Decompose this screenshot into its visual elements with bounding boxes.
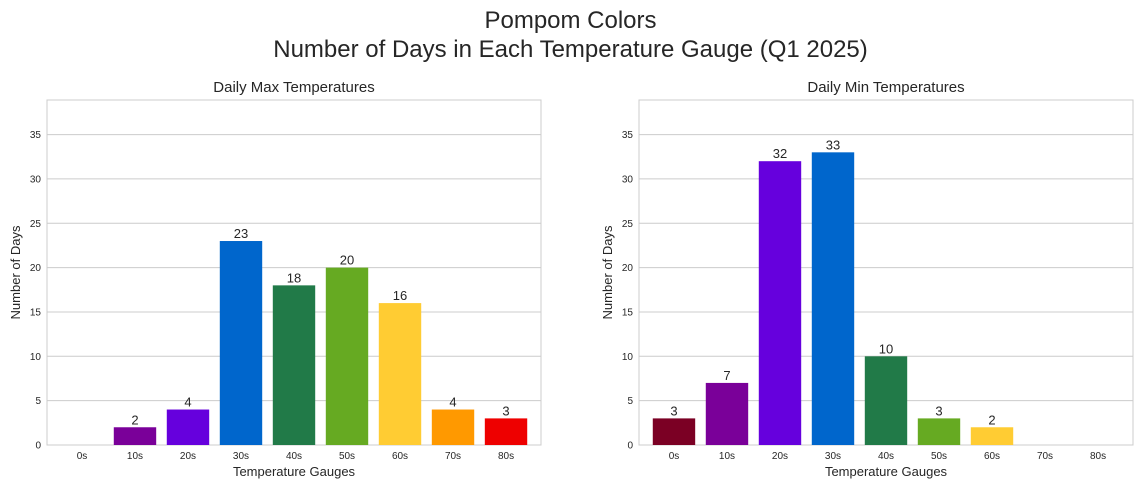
x-tick-label: 60s [392, 451, 408, 462]
bar-20s [758, 161, 802, 445]
x-tick-label: 70s [1037, 451, 1053, 462]
x-tick-label: 80s [498, 451, 514, 462]
bar-50s [917, 418, 961, 445]
bar-value-label: 10 [879, 341, 893, 356]
bar-60s [378, 303, 422, 445]
x-tick-label: 50s [339, 451, 355, 462]
chart-panel-2: 0510152025303530s710s3220s3330s1040s350s… [600, 79, 1134, 479]
bar-value-label: 4 [449, 395, 456, 410]
bar-10s [705, 382, 749, 445]
bar-value-label: 2 [131, 412, 138, 427]
figure-title-line-2: Number of Days in Each Temperature Gauge… [273, 36, 868, 63]
x-tick-label: 0s [77, 451, 88, 462]
bar-value-label: 33 [826, 137, 840, 152]
bar-value-label: 4 [184, 395, 191, 410]
x-tick-label: 30s [233, 451, 249, 462]
bar-value-label: 20 [340, 253, 354, 268]
y-tick-label: 10 [30, 352, 42, 363]
bar-0s [652, 418, 696, 445]
y-tick-label: 20 [622, 263, 634, 274]
figure-title: Pompom Colors Number of Days in Each Tem… [0, 6, 1141, 64]
x-tick-label: 20s [772, 451, 788, 462]
bar-10s [113, 427, 157, 445]
y-tick-label: 35 [622, 130, 634, 141]
y-tick-label: 35 [30, 130, 42, 141]
y-tick-label: 25 [30, 219, 42, 230]
y-tick-label: 30 [622, 174, 634, 185]
bar-40s [272, 285, 316, 445]
bar-value-label: 23 [234, 226, 248, 241]
bar-80s [484, 418, 528, 445]
y-tick-label: 5 [627, 396, 633, 407]
bar-20s [166, 409, 210, 445]
chart-title: Daily Min Temperatures [807, 79, 964, 96]
y-tick-label: 0 [35, 441, 41, 452]
figure-title-line-1: Pompom Colors [484, 7, 657, 34]
bar-40s [864, 356, 908, 445]
bar-value-label: 3 [502, 403, 509, 418]
x-tick-label: 80s [1090, 451, 1106, 462]
bar-value-label: 7 [723, 368, 730, 383]
x-tick-label: 10s [719, 451, 735, 462]
x-tick-label: 50s [931, 451, 947, 462]
x-tick-label: 30s [825, 451, 841, 462]
x-tick-label: 40s [286, 451, 302, 462]
y-tick-label: 30 [30, 174, 42, 185]
bar-60s [970, 427, 1014, 445]
x-tick-label: 70s [445, 451, 461, 462]
x-tick-label: 0s [669, 451, 680, 462]
x-tick-label: 20s [180, 451, 196, 462]
x-tick-label: 40s [878, 451, 894, 462]
bar-value-label: 2 [988, 412, 995, 427]
x-tick-label: 10s [127, 451, 143, 462]
chart-title: Daily Max Temperatures [213, 79, 374, 96]
y-tick-label: 0 [627, 441, 633, 452]
bar-value-label: 3 [670, 403, 677, 418]
y-tick-label: 10 [622, 352, 634, 363]
chart-panel-1: 0 5 10 15 20 25 30 35 0s 2 10s 4 20s 23 30s 18 40s 20 50s 1… [8, 79, 542, 479]
bar-30s [811, 152, 855, 445]
bar-value-label: 18 [287, 270, 301, 285]
y-tick-label: 25 [622, 219, 634, 230]
y-axis-label: Number of Days [600, 225, 615, 319]
y-tick-label: 5 [35, 396, 41, 407]
x-axis-label: Temperature Gauges [825, 464, 948, 479]
bar-value-label: 3 [935, 403, 942, 418]
y-tick-label: 15 [30, 307, 42, 318]
bar-30s [219, 241, 263, 445]
y-tick-label: 20 [30, 263, 42, 274]
x-axis-label: Temperature Gauges [233, 464, 356, 479]
bar-value-label: 32 [773, 146, 787, 161]
bar-50s [325, 267, 369, 445]
bar-value-label: 16 [393, 288, 407, 303]
y-axis-label: Number of Days [8, 225, 23, 319]
x-tick-label: 60s [984, 451, 1000, 462]
y-tick-label: 15 [622, 307, 634, 318]
bar-70s [431, 409, 475, 445]
